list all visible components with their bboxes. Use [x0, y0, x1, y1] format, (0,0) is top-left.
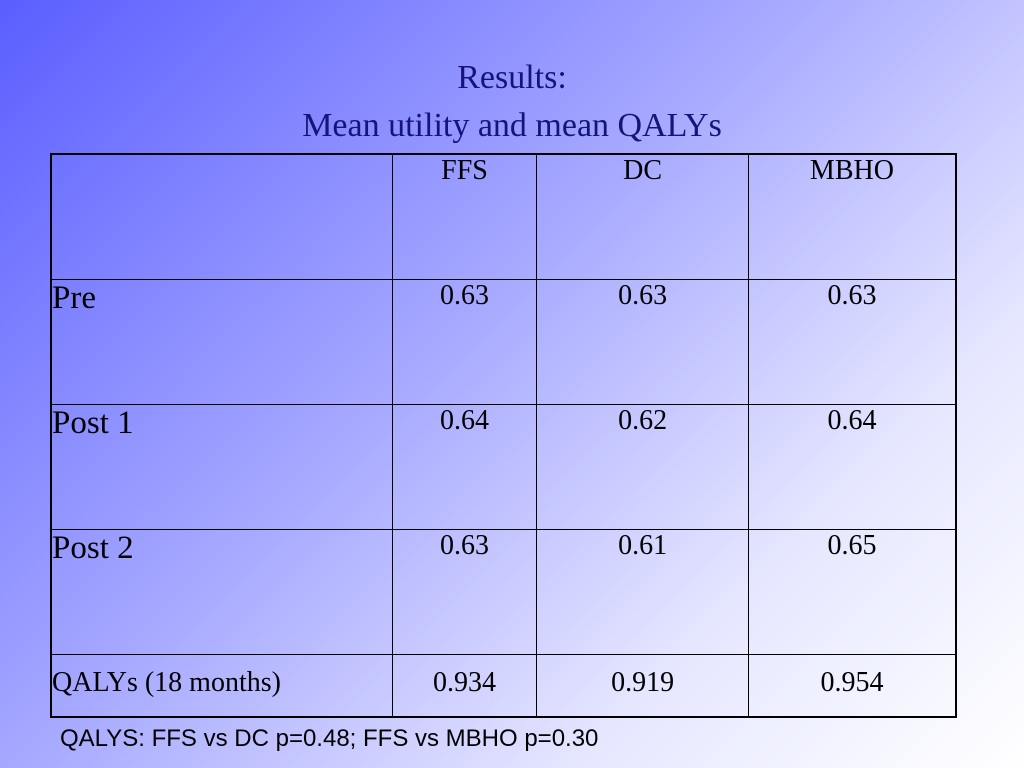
table-header-row: FFS DC MBHO [50, 153, 957, 280]
cell-qalys-dc: 0.919 [536, 653, 749, 718]
column-header-mbho: MBHO [747, 153, 957, 280]
title-line-2: Mean utility and mean QALYs [302, 107, 722, 144]
table-row-post-2: Post 2 0.63 0.61 0.65 [50, 528, 957, 655]
slide-title: Results: Mean utility and mean QALYs [0, 54, 1024, 150]
table-corner-cell [50, 153, 393, 280]
cell-post-1-dc: 0.62 [536, 403, 749, 530]
title-line-1: Results: [457, 59, 567, 96]
row-label-pre: Pre [50, 278, 393, 405]
column-header-dc: DC [536, 153, 749, 280]
footnote-pvalues: QALYS: FFS vs DC p=0.48; FFS vs MBHO p=0… [60, 725, 599, 752]
row-label-post-1: Post 1 [50, 403, 393, 530]
row-label-post-2: Post 2 [50, 528, 393, 655]
cell-post-1-mbho: 0.64 [747, 403, 957, 530]
cell-pre-dc: 0.63 [536, 278, 749, 405]
cell-post-2-mbho: 0.65 [747, 528, 957, 655]
cell-pre-mbho: 0.63 [747, 278, 957, 405]
results-table: FFS DC MBHO Pre 0.63 0.63 0.63 Post 1 0.… [50, 153, 957, 718]
cell-pre-ffs: 0.63 [391, 278, 538, 405]
table-row-post-1: Post 1 0.64 0.62 0.64 [50, 403, 957, 530]
table-row-pre: Pre 0.63 0.63 0.63 [50, 278, 957, 405]
table-row-qalys: QALYs (18 months) 0.934 0.919 0.954 [50, 653, 957, 718]
column-header-ffs: FFS [391, 153, 538, 280]
row-label-qalys: QALYs (18 months) [50, 653, 393, 718]
cell-post-2-ffs: 0.63 [391, 528, 538, 655]
cell-qalys-mbho: 0.954 [747, 653, 957, 718]
cell-post-2-dc: 0.61 [536, 528, 749, 655]
cell-post-1-ffs: 0.64 [391, 403, 538, 530]
cell-qalys-ffs: 0.934 [391, 653, 538, 718]
